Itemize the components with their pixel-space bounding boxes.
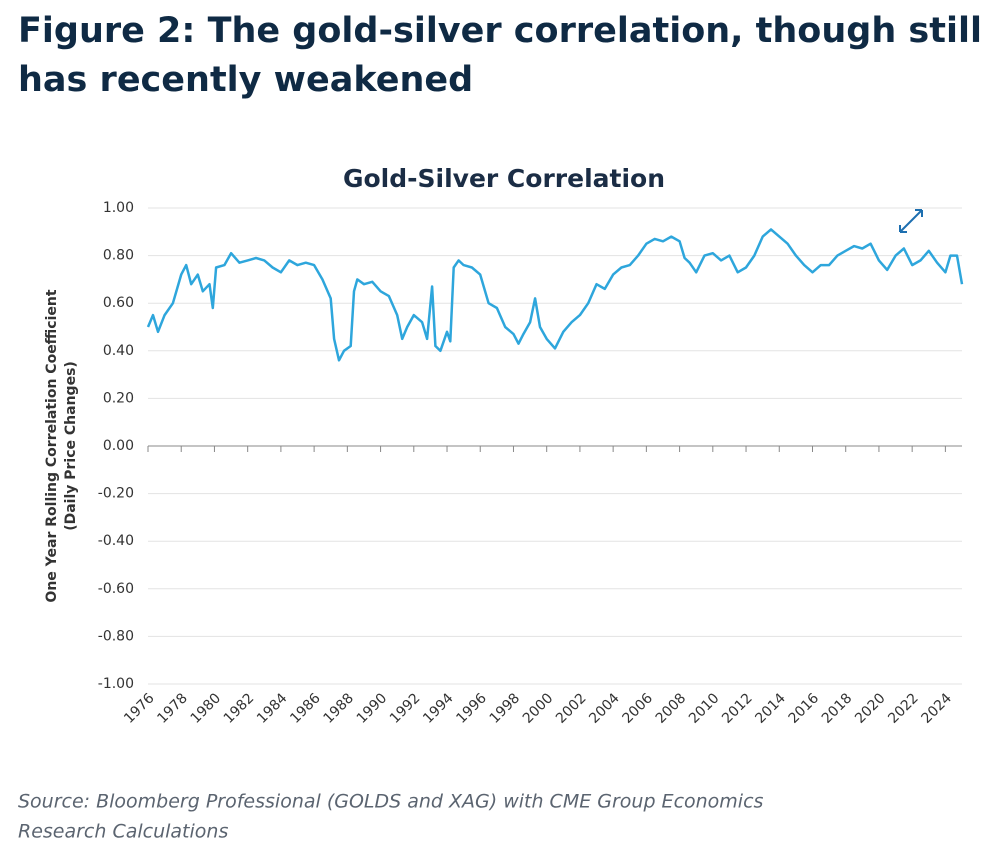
x-tick-label: 1998 — [487, 690, 524, 727]
y-tick-label: -0.40 — [98, 533, 134, 549]
x-tick-label: 2006 — [620, 690, 657, 727]
heading-line: has recently weakened — [18, 60, 473, 100]
chart-title: Gold-Silver Correlation — [343, 164, 665, 193]
y-tick-label: 0.20 — [103, 390, 134, 406]
x-tick-label: 1986 — [287, 690, 324, 727]
x-tick-label: 1996 — [453, 690, 490, 727]
x-tick-label: 2002 — [553, 690, 590, 727]
x-tick-label: 1978 — [154, 690, 191, 727]
x-tick-label: 1982 — [221, 690, 258, 727]
y-tick-label: -0.20 — [98, 486, 134, 502]
y-tick-label: 0.00 — [103, 438, 134, 454]
x-tick-label: 2022 — [885, 690, 922, 727]
x-tick-label: 2008 — [653, 690, 690, 727]
y-tick-label: 0.80 — [103, 248, 134, 264]
x-tick-label: 2010 — [686, 690, 723, 727]
y-axis-label: One Year Rolling Correlation Coefficient — [44, 289, 60, 602]
x-tick-label: 2024 — [919, 690, 956, 727]
x-tick-label: 2016 — [786, 690, 823, 727]
y-tick-label: 0.60 — [103, 295, 134, 311]
x-tick-label: 1980 — [188, 690, 225, 727]
heading-line: Figure 2: The gold-silver correlation, t… — [18, 11, 986, 51]
y-axis-label: (Daily Price Changes) — [63, 361, 79, 531]
expand-icon[interactable] — [899, 209, 923, 233]
y-tick-label: -0.60 — [98, 581, 134, 597]
y-tick-label: 1.00 — [103, 200, 134, 216]
x-tick-label: 1992 — [387, 690, 424, 727]
source-line: Research Calculations — [18, 821, 228, 843]
x-tick-label: 2000 — [520, 690, 557, 727]
x-tick-label: 2012 — [719, 690, 756, 727]
data-line — [146, 228, 964, 362]
x-tick-label: 1976 — [121, 690, 158, 727]
x-tick-label: 1988 — [320, 690, 357, 727]
source-line: Source: Bloomberg Professional (GOLDS an… — [18, 791, 764, 813]
x-tick-label: 2014 — [752, 690, 789, 727]
y-tick-label: -0.80 — [98, 628, 134, 644]
x-tick-label: 1990 — [354, 690, 391, 727]
y-tick-label: 0.40 — [103, 343, 134, 359]
x-tick-label: 1984 — [254, 690, 291, 727]
y-tick-label: -1.00 — [98, 676, 134, 692]
x-tick-label: 2018 — [819, 690, 856, 727]
x-tick-label: 2004 — [586, 690, 623, 727]
x-tick-label: 2020 — [852, 690, 889, 727]
x-tick-label: 1994 — [420, 690, 457, 727]
